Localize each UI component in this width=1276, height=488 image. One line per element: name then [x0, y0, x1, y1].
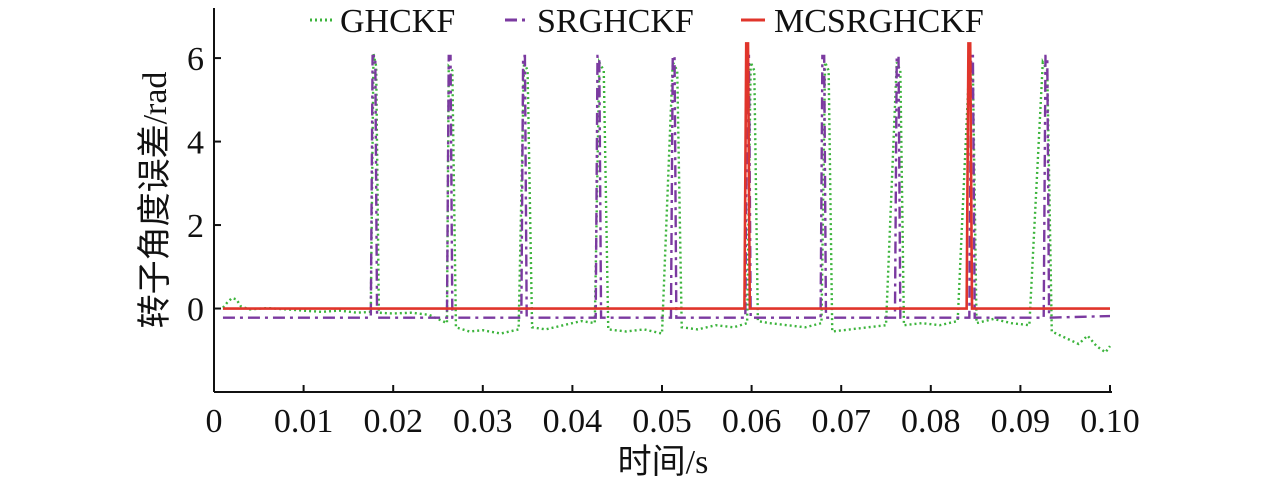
series-line-ghckf — [222, 53, 1111, 355]
legend-label-mcsrghckf: MCSRGHCKF — [774, 3, 984, 40]
x-tick-label: 0.04 — [543, 403, 603, 440]
x-tick-label: 0.07 — [811, 403, 871, 440]
series-line-mcsrghckf — [222, 42, 1110, 310]
x-tick-label: 0.02 — [363, 403, 423, 440]
y-ticks: 0 2 4 6 — [187, 41, 221, 329]
x-axis-title: 时间/s — [618, 444, 709, 481]
series-line-srghckf — [222, 54, 1111, 319]
y-tick-label: 6 — [187, 41, 204, 78]
legend-label-ghckf: GHCKF — [340, 3, 455, 40]
legend: GHCKF SRGHCKF MCSRGHCKF — [310, 3, 984, 40]
x-tick-label: 0.06 — [722, 403, 782, 440]
y-tick-label: 2 — [187, 208, 204, 245]
x-tick-label: 0.09 — [991, 403, 1051, 440]
y-tick-label: 4 — [187, 125, 204, 162]
x-tick-label: 0.10 — [1080, 403, 1140, 440]
series-group — [222, 42, 1111, 355]
x-tick-label: 0.03 — [453, 403, 513, 440]
x-tick-label: 0 — [206, 403, 223, 440]
x-tick-label: 0.01 — [274, 403, 334, 440]
x-tick-label: 0.08 — [901, 403, 961, 440]
y-tick-label: 0 — [187, 292, 204, 329]
x-tick-label: 0.05 — [632, 403, 692, 440]
x-ticks: 0 0.01 0.02 0.03 0.04 0.05 0.06 0.07 0.08 0.09 0.1… — [206, 385, 1140, 440]
legend-label-srghckf: SRGHCKF — [537, 3, 694, 40]
y-axis-title: 转子角度误差/rad — [136, 72, 174, 329]
